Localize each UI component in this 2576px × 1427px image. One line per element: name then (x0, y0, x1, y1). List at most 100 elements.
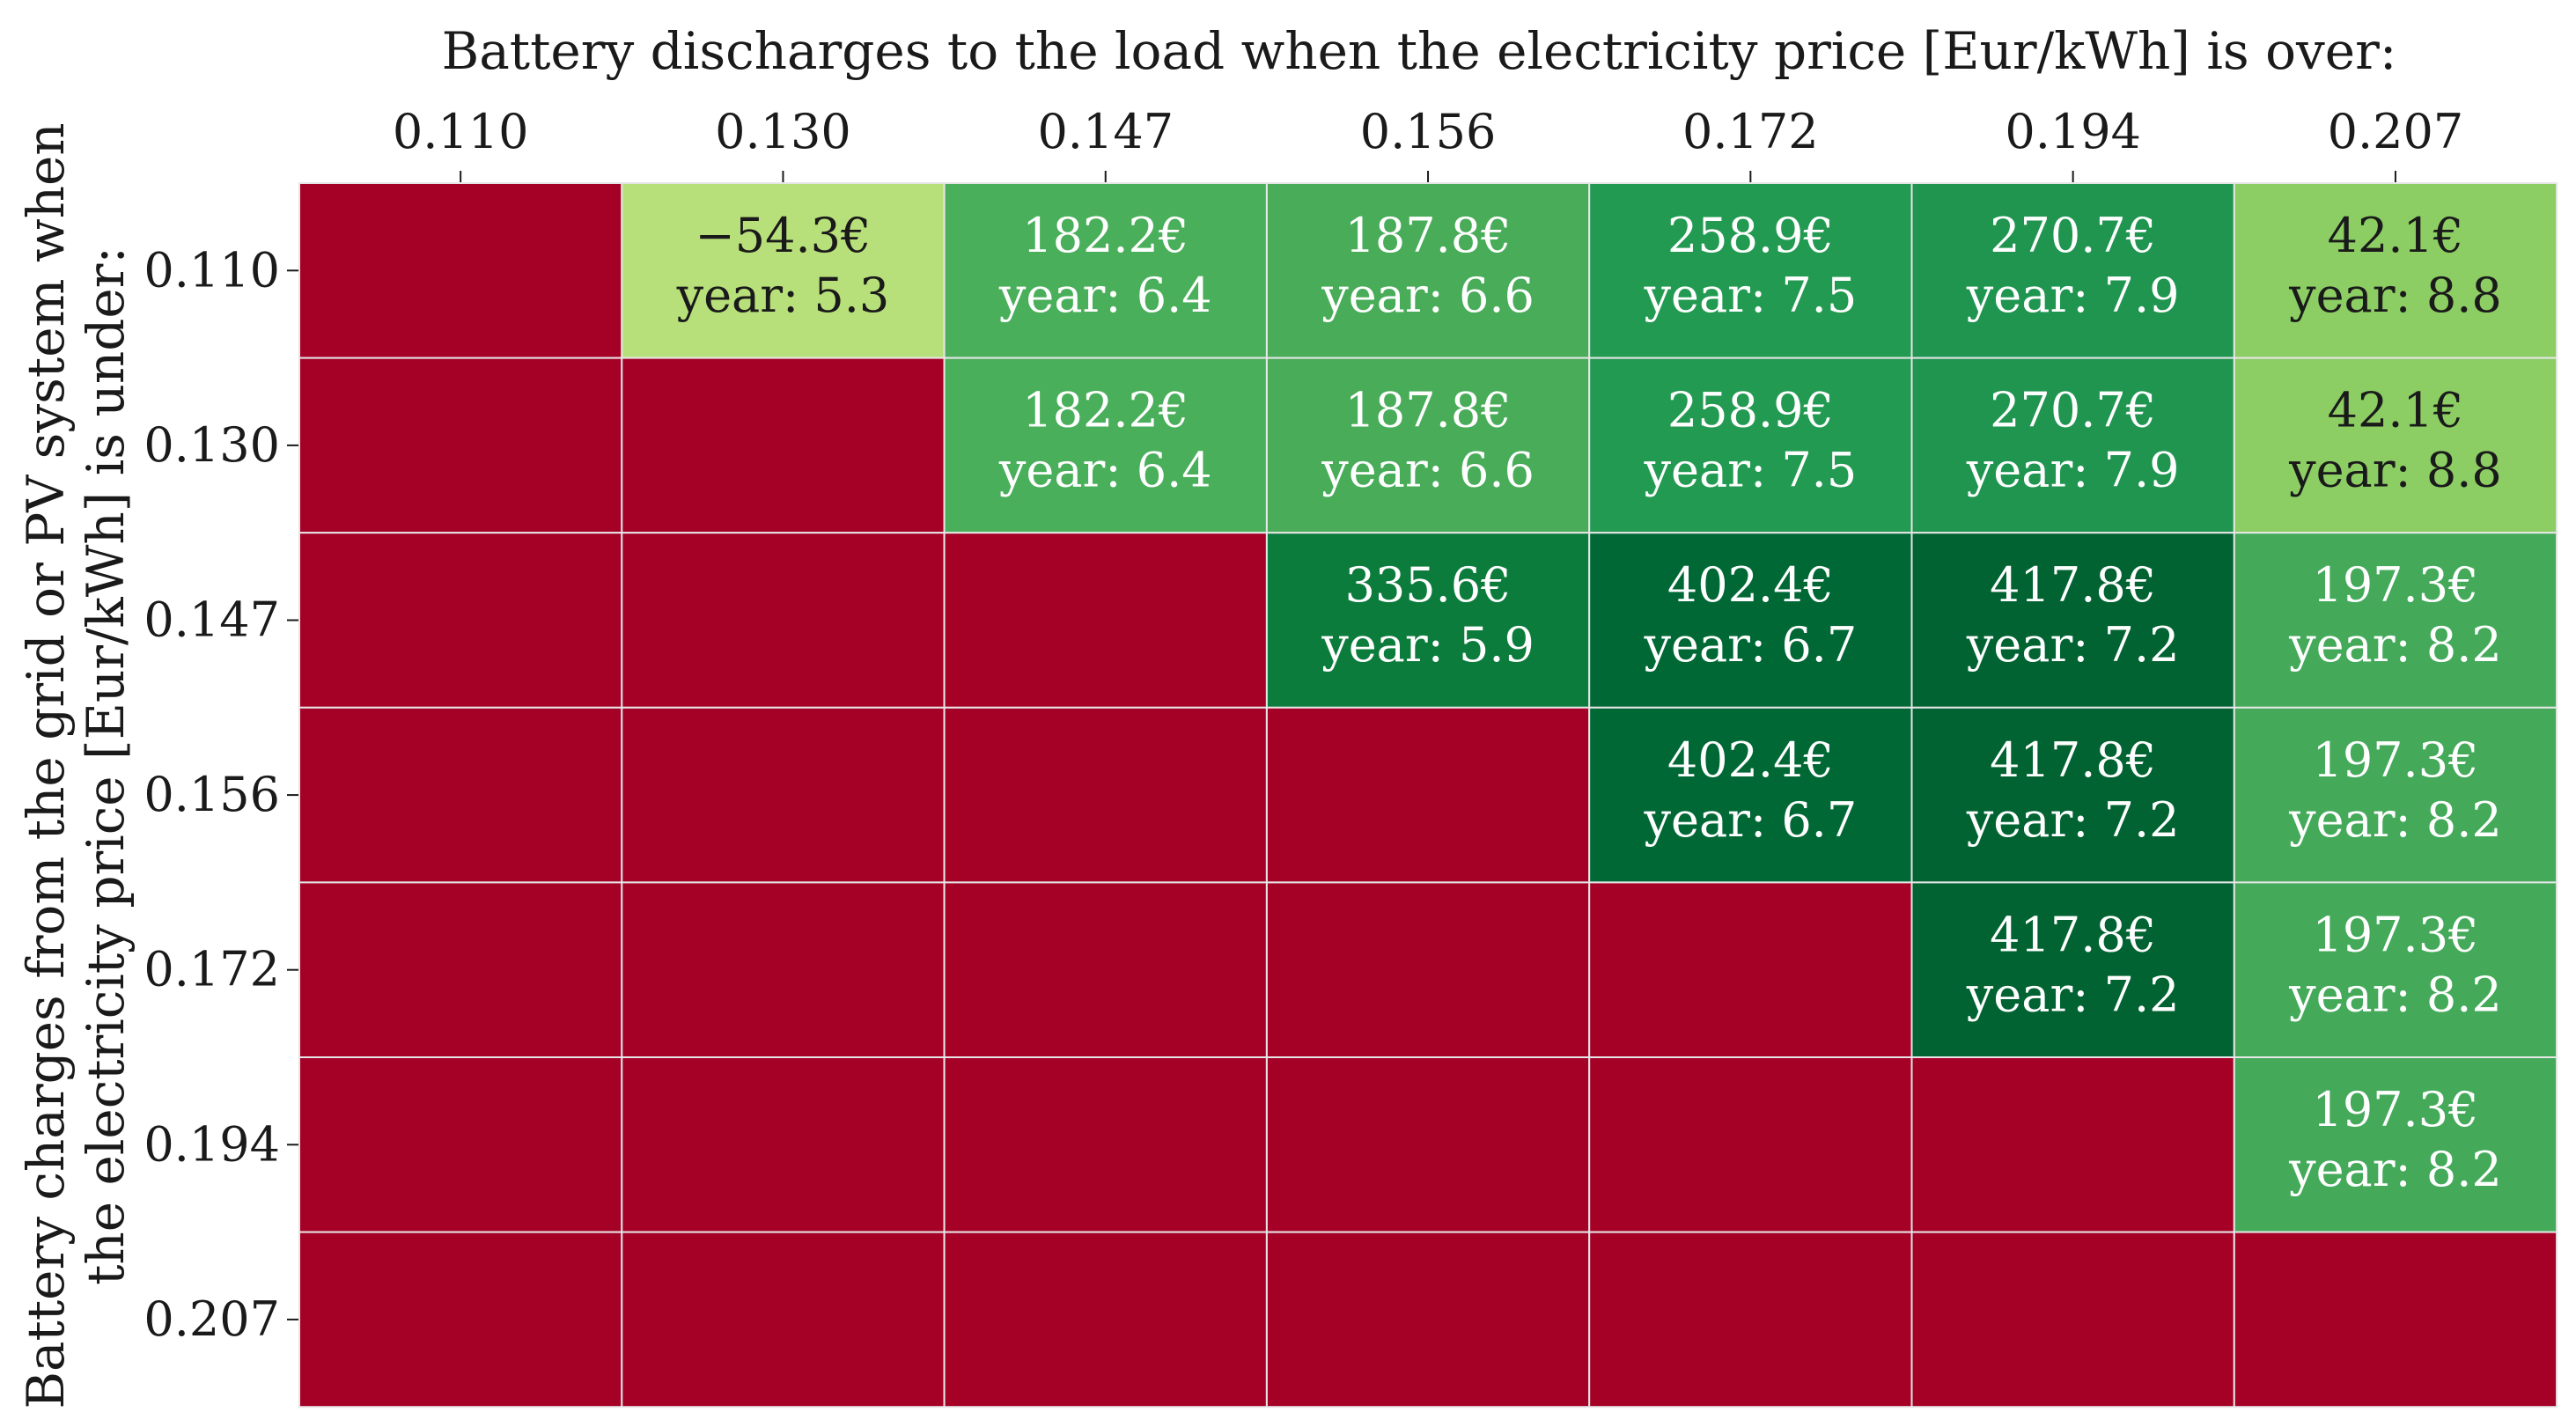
y-axis-label-line-1: Battery charges from the grid or PV syst… (16, 122, 76, 1409)
cell-value-label: 270.7€ (1990, 208, 2156, 263)
heatmap-cell (2233, 881, 2558, 1059)
x-tick-label: 0.110 (393, 104, 529, 159)
cell-years-label: year: 6.4 (998, 268, 1212, 323)
heatmap-cell (621, 706, 946, 884)
x-tick-label: 0.147 (1037, 104, 1174, 159)
cell-years-label: year: 6.6 (1321, 268, 1535, 323)
heatmap-cell (2233, 1056, 2558, 1233)
cell-years-label: year: 5.3 (676, 268, 890, 323)
heatmap-cell (1588, 706, 1913, 884)
cell-value-label: 182.2€ (1022, 383, 1189, 438)
cell-value-label: 197.3€ (2312, 907, 2478, 962)
heatmap-cell (621, 357, 946, 534)
heatmap-cell (2233, 357, 2558, 534)
x-tick-label: 0.207 (2328, 104, 2464, 159)
heatmap-cell (1265, 1231, 1591, 1409)
y-tick-label: 0.147 (144, 592, 280, 648)
cell-years-label: year: 6.4 (998, 443, 1212, 498)
cell-years-label: year: 7.2 (1966, 792, 2180, 848)
cell-value-label: 417.8€ (1990, 732, 2156, 788)
heatmap-cell (621, 532, 946, 709)
cell-years-label: year: 7.5 (1643, 268, 1857, 323)
heatmap-cell (1910, 881, 2235, 1059)
cell-value-label: 197.3€ (2312, 557, 2478, 613)
heatmap-cell (1265, 532, 1591, 709)
cell-years-label: year: 5.9 (1321, 617, 1535, 673)
heatmap-cell (621, 881, 946, 1059)
heatmap-cell (1265, 357, 1591, 534)
x-tick-label: 0.194 (2005, 104, 2141, 159)
cell-years-label: year: 7.9 (1966, 268, 2180, 323)
heatmap-cell (943, 706, 1268, 884)
cell-value-label: 417.8€ (1990, 907, 2156, 962)
cell-value-label: 197.3€ (2312, 1082, 2478, 1137)
heatmap-cell (1265, 182, 1591, 359)
cell-value-label: 42.1€ (2328, 383, 2464, 438)
y-axis-label: Battery charges from the grid or PV syst… (16, 122, 136, 1409)
heatmap-cell (2233, 532, 2558, 709)
heatmap-cell (943, 357, 1268, 534)
heatmap-cell (943, 532, 1268, 709)
cell-years-label: year: 6.7 (1643, 792, 1857, 848)
heatmap-cell (943, 1231, 1268, 1409)
cell-years-label: year: 8.8 (2288, 443, 2502, 498)
heatmap-cell (943, 1056, 1268, 1233)
heatmap-cell (1588, 1231, 1913, 1409)
cell-value-label: 402.4€ (1667, 557, 1834, 613)
x-tick-label: 0.130 (715, 104, 851, 159)
y-tick-label: 0.207 (144, 1291, 280, 1347)
cell-years-label: year: 8.2 (2288, 792, 2502, 848)
cell-years-label: year: 6.7 (1643, 617, 1857, 673)
heatmap-cell (1265, 1056, 1591, 1233)
heatmap-cell (2233, 182, 2558, 359)
x-axis: 0.110 0.130 0.147 0.156 0.172 0.194 0.207 (393, 104, 2463, 183)
y-axis: 0.110 0.130 0.147 0.156 0.172 0.194 0.207 (144, 242, 299, 1347)
cell-years-label: year: 8.2 (2288, 1142, 2502, 1197)
cell-value-label: 187.8€ (1345, 208, 1512, 263)
y-tick-label: 0.130 (144, 417, 280, 473)
heatmap-cell (2233, 1231, 2558, 1409)
cell-value-label: 197.3€ (2312, 732, 2478, 788)
cell-value-label: 42.1€ (2328, 208, 2464, 263)
cell-value-label: 402.4€ (1667, 732, 1834, 788)
heatmap-cell (1910, 182, 2235, 359)
cell-years-label: year: 7.5 (1643, 443, 1857, 498)
x-tick-label: 0.172 (1682, 104, 1819, 159)
y-axis-label-line-2: the electricity price [Eur/kWh] is under… (76, 246, 136, 1285)
cell-years-label: year: 6.6 (1321, 443, 1535, 498)
x-tick-label: 0.156 (1360, 104, 1497, 159)
cell-years-label: year: 7.9 (1966, 443, 2180, 498)
y-tick-label: 0.194 (144, 1116, 280, 1172)
cell-value-label: 270.7€ (1990, 383, 2156, 438)
heatmap-cell (1265, 881, 1591, 1059)
heatmap-cell (621, 1231, 946, 1409)
heatmap-cell (298, 881, 623, 1059)
heatmap-cell (298, 706, 623, 884)
heatmap-cell (943, 881, 1268, 1059)
cell-value-label: 335.6€ (1345, 557, 1512, 613)
heatmap-cell (1588, 1056, 1913, 1233)
cell-years-label: year: 7.2 (1966, 967, 2180, 1022)
heatmap-cell (298, 1231, 623, 1409)
heatmap-cell (298, 357, 623, 534)
cell-value-label: 258.9€ (1667, 383, 1834, 438)
heatmap-cell (1910, 357, 2235, 534)
heatmap-cell (1588, 881, 1913, 1059)
heatmap-cell (298, 182, 623, 359)
y-tick-label: 0.172 (144, 942, 280, 997)
cell-value-label: 187.8€ (1345, 383, 1512, 438)
chart-title: Battery discharges to the load when the … (442, 21, 2397, 81)
cell-years-label: year: 8.2 (2288, 617, 2502, 673)
cell-years-label: year: 7.2 (1966, 617, 2180, 673)
heatmap-cell (1910, 1231, 2235, 1409)
heatmap-cell (1265, 706, 1591, 884)
y-tick-label: 0.110 (144, 242, 280, 298)
heatmap-cell (1588, 357, 1913, 534)
cell-value-label: 258.9€ (1667, 208, 1834, 263)
heatmap-cell (298, 532, 623, 709)
heatmap-cell (2233, 706, 2558, 884)
heatmap-cell (298, 1056, 623, 1233)
cell-years-label: year: 8.2 (2288, 967, 2502, 1022)
